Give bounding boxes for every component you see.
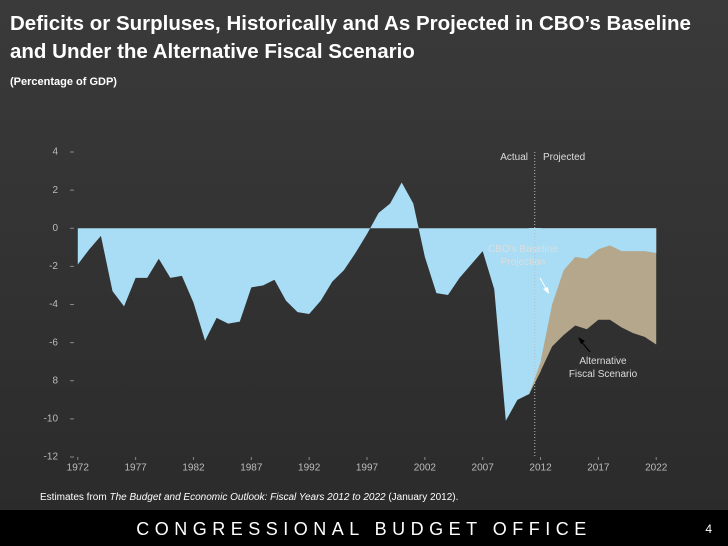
page-number: 4 [705, 522, 712, 536]
note-text: (January 2012). [385, 492, 459, 503]
note-title: The Budget and Economic Outlook: Fiscal … [109, 492, 386, 503]
y-tick-label: -12 [44, 452, 59, 463]
y-tick-label: 8 [52, 375, 58, 386]
x-tick-label: 1977 [125, 463, 148, 474]
x-tick-label: 1997 [356, 463, 379, 474]
y-tick-label: 2 [52, 185, 58, 196]
footer-text: CONGRESSIONAL BUDGET OFFICE [136, 519, 592, 539]
x-tick-label: 1987 [240, 463, 263, 474]
pointer-head [578, 337, 585, 344]
area [77, 182, 529, 421]
y-tick-label: 0 [52, 223, 58, 234]
area [540, 228, 657, 362]
y-tick-label: -6 [49, 337, 58, 348]
y-tick-label: -10 [44, 414, 59, 425]
baseline-label: CBO's Baseline Projection [488, 244, 558, 268]
x-tick-label: 2002 [414, 463, 437, 474]
alternative-label: Alternative Fiscal Scenario [568, 356, 638, 380]
y-tick-label: 4 [52, 147, 58, 158]
x-tick-label: 2017 [587, 463, 610, 474]
x-tick-label: 2007 [472, 463, 495, 474]
footer: CONGRESSIONAL BUDGET OFFICE 4 [0, 510, 728, 546]
subtitle: (Percentage of GDP) [10, 76, 117, 88]
area [540, 228, 657, 372]
pointer-head [543, 287, 549, 294]
x-tick-label: 2022 [645, 463, 668, 474]
projected-label: Projected [543, 152, 586, 163]
x-tick-label: 1992 [298, 463, 321, 474]
title: Deficits or Surpluses, Historically and … [10, 12, 691, 63]
source-note: Estimates from The Budget and Economic O… [40, 492, 458, 503]
y-tick-label: -4 [49, 299, 58, 310]
x-tick-label: 1972 [67, 463, 90, 474]
x-tick-label: 1982 [182, 463, 205, 474]
actual-label: Actual [500, 152, 528, 163]
y-tick-label: -2 [49, 261, 58, 272]
x-tick-label: 2012 [529, 463, 552, 474]
note-text: Estimates from [40, 492, 110, 503]
